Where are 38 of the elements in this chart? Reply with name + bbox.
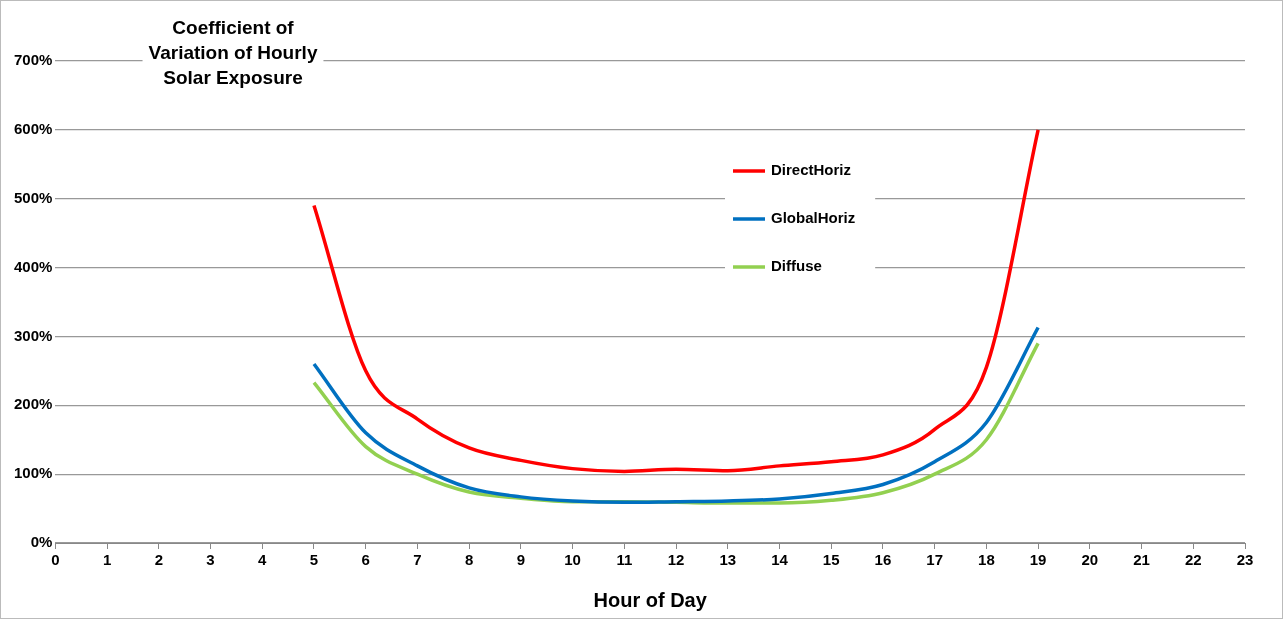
x-tick-label: 16 [874,551,892,569]
x-tick-label: 23 [1236,551,1254,569]
x-axis-title: Hour of Day [593,588,708,611]
x-tick-label: 1 [102,551,112,569]
x-tick-label: 3 [206,551,215,569]
x-tick-label: 4 [258,551,268,569]
y-tick-label: 100% [13,464,53,482]
x-tick-label: 0 [51,551,60,569]
x-tick-label: 22 [1184,551,1202,569]
x-tick-label: 7 [413,551,422,569]
legend-label: GlobalHoriz [771,209,856,227]
y-tick-label: 600% [13,120,53,137]
y-tick-label: 500% [13,188,53,206]
legend-label: Diffuse [771,257,822,275]
y-tick-label: 400% [13,257,53,275]
x-tick-label: 12 [667,551,685,569]
x-tick-label: 5 [309,551,319,569]
x-tick-label: 19 [1029,551,1047,569]
legend-label: DirectHoriz [771,161,852,179]
chart-title: Coefficient of Variation of Hourly Solar Exposure [148,16,318,88]
x-tick-label: 20 [1081,551,1099,569]
y-tick-label: 0% [30,533,53,551]
x-tick-label: 13 [719,551,737,569]
x-tick-label: 9 [516,551,526,569]
x-tick-label: 14 [771,551,789,569]
x-tick-label: 21 [1133,551,1150,569]
y-tick-label: 700% [13,51,53,69]
x-tick-label: 17 [926,551,943,569]
y-tick-label: 300% [13,326,53,344]
line-series [312,128,1040,474]
x-tick-label: 6 [361,551,370,569]
x-tick-label: 11 [616,551,633,569]
y-tick-label: 200% [13,395,53,413]
x-tick-label: 2 [154,551,163,569]
x-tick-label: 8 [464,551,474,569]
x-tick-label: 10 [564,551,581,569]
x-tick-label: 15 [822,551,840,569]
x-tick-label: 18 [978,551,995,569]
